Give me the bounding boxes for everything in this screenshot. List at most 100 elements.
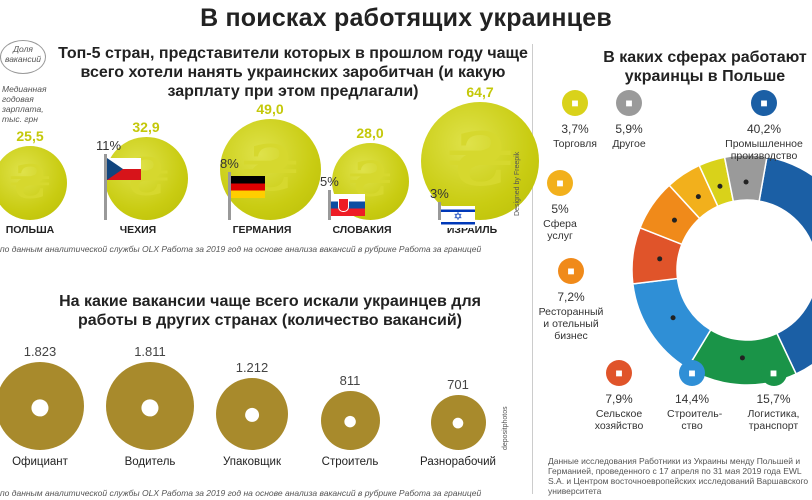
sector-logistics-icon: ■ (760, 360, 787, 386)
sector-industry-pct: 40,2% (746, 122, 782, 136)
job-label: Официант (12, 456, 68, 468)
sector-construction-icon: ■ (679, 360, 705, 386)
job-circle-4: ● (320, 391, 380, 450)
donut-slice-1 (758, 155, 812, 375)
worker-icon: ● (450, 409, 466, 436)
job-circle-5: ● (430, 395, 486, 450)
job-label: Строитель (321, 456, 379, 468)
share-label: 5% (320, 174, 339, 189)
slice-marker (739, 355, 745, 361)
job-count: 1.811 (134, 344, 166, 359)
sectors-source: Данные исследования Работники из Украины… (548, 456, 809, 496)
job-count: 1.212 (235, 360, 269, 375)
job-circle-1: ● (0, 362, 84, 450)
flag-pole (104, 154, 107, 220)
share-label: 8% (220, 156, 239, 171)
sector-glyph: ■ (769, 366, 778, 380)
sector-glyph: ■ (688, 366, 696, 380)
legend-salary-label: Медианная годовая зарплата, тыс. грн (2, 84, 47, 124)
sector-construction-label: Строитель-ство (667, 408, 723, 432)
sector-horeca-label: Ресторанный и отельный бизнес (538, 306, 604, 342)
sectors-heading: В каких сферах работают украинцы в Польш… (603, 49, 807, 85)
salary-value: 25,5 (16, 128, 44, 144)
page-title: В поисках работящих украинцев (200, 4, 612, 32)
flag-pole (228, 172, 231, 220)
job-count: 811 (339, 373, 361, 388)
flag-il: ✡ (441, 206, 475, 228)
country-label: ЧЕХИЯ (119, 224, 157, 236)
job-circle-3: ● (216, 378, 288, 450)
worker-icon: ● (28, 383, 52, 428)
jobs-heading: На какие вакансии чаще всего искали укра… (59, 293, 481, 329)
slice-marker (670, 315, 676, 321)
sector-agriculture-pct: 7,9% (605, 392, 633, 406)
country-label: ПОЛЬША (5, 224, 55, 236)
flag-pole (328, 190, 331, 220)
sector-glyph: ■ (556, 176, 564, 190)
sector-other-icon: ■ (616, 90, 642, 116)
jobs-chart: ● 1.823 Официант ● 1.811 Водитель ● 1.212 Упаков… (0, 330, 510, 480)
salary-value: 28,0 (356, 125, 384, 141)
job-count: 1.823 (23, 344, 57, 359)
slice-marker (657, 256, 663, 262)
sector-glyph: ■ (625, 96, 633, 110)
sector-other-pct: 5,9% (615, 122, 643, 136)
salary-coin-5: ₴ (421, 102, 539, 220)
sector-industry-label: Промышленное производство (725, 138, 803, 162)
salary-value: 32,9 (132, 119, 160, 135)
job-circle-2: ● (106, 362, 194, 450)
sector-services-icon: ■ (547, 170, 573, 196)
job-label: Разнорабочий (420, 456, 496, 468)
sector-horeca-pct: 7,2% (557, 290, 585, 304)
salary-chart: ₴ 25,5 ПОЛЬША ₴ 32,9 ЧЕХИЯ 11% ₴ 49,0 ГЕРМАНИЯ 8% ₴… (0, 84, 539, 236)
flag-sk (331, 194, 365, 216)
salary-heading: Топ-5 стран, представители которых в про… (58, 45, 528, 100)
sector-other-label: Другое (612, 138, 646, 150)
country-label: ГЕРМАНИЯ (232, 224, 292, 236)
slice-marker (671, 217, 677, 223)
sector-glyph: ■ (615, 366, 623, 380)
job-count: 701 (447, 377, 469, 392)
country-label: СЛОВАКИЯ (332, 224, 392, 236)
worker-icon: ● (341, 404, 359, 435)
salary-credit: Designed by Freepik (514, 151, 521, 216)
section-divider (532, 44, 533, 494)
sector-agriculture-icon: ■ (606, 360, 632, 386)
sector-trade-icon: ■ (562, 90, 588, 116)
jobs-credit: depositphotos (502, 406, 509, 450)
flag-pole (438, 202, 441, 220)
flag-emblem (338, 198, 349, 212)
star-icon: ✡ (453, 211, 463, 223)
sector-agriculture-label: Сельское хозяйство (594, 408, 644, 432)
flag-cz (107, 158, 141, 180)
salary-value: 49,0 (256, 101, 284, 117)
legend-share-bubble: Доля вакансий (0, 40, 46, 74)
sector-trade-label: Торговля (553, 138, 597, 150)
sector-horeca-icon: ■ (558, 258, 584, 284)
jobs-source: по данным аналитической службы OLX Работ… (0, 488, 482, 498)
sector-trade-pct: 3,7% (561, 122, 589, 136)
sector-construction-pct: 14,4% (674, 392, 710, 406)
flag-triangle (107, 158, 123, 180)
slice-marker (743, 179, 749, 185)
sectors-donut (631, 154, 812, 386)
sector-glyph: ■ (571, 96, 579, 110)
sector-industry-icon: ■ (751, 90, 777, 116)
flag-de (231, 176, 265, 198)
salary-source: по данным аналитической службы OLX Работ… (0, 244, 482, 254)
currency-icon: ₴ (9, 154, 51, 209)
salary-value: 64,7 (466, 84, 494, 100)
sector-logistics-pct: 15,7% (756, 392, 791, 406)
job-label: Упаковщик (223, 456, 281, 468)
currency-icon: ₴ (447, 117, 513, 204)
salary-coin-1: ₴ (0, 146, 67, 220)
job-label: Водитель (124, 456, 176, 468)
worker-icon: ● (138, 383, 162, 428)
worker-icon: ● (242, 395, 262, 432)
sectors-chart: ■ 3,7% Торговля ■ 5,9% Другое ■ 40,2% Промышленн… (535, 90, 812, 450)
donut-slice-8 (723, 154, 768, 203)
slice-marker (695, 194, 701, 200)
share-label: 3% (430, 186, 449, 201)
sector-services-pct: 5% (551, 202, 569, 216)
sector-services-label: Сфера услуг (543, 218, 577, 242)
